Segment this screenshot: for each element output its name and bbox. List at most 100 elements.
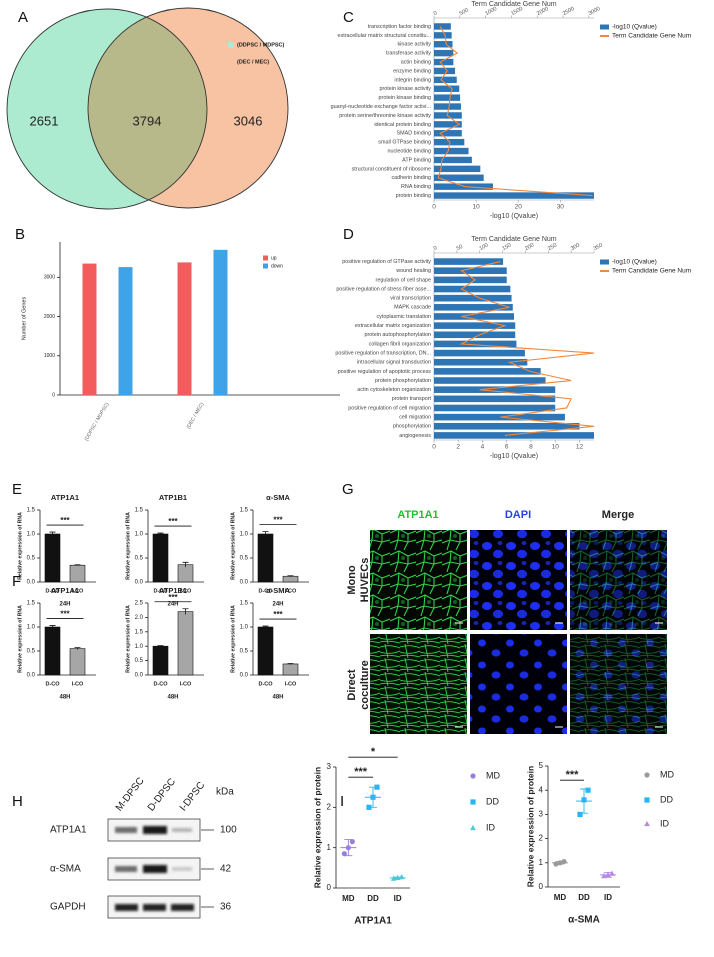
y-tick-label: protein serine/threonine kinase activity [339, 113, 431, 119]
scale-bars [455, 622, 663, 728]
y-tick-label: 0 [539, 882, 544, 891]
legend-label: down [271, 263, 283, 269]
blot-bands [115, 826, 194, 911]
bar [282, 575, 299, 583]
protein-label: α-SMA [50, 864, 81, 875]
y-tick-label: MAPK cascade [394, 305, 431, 311]
legend-marker [470, 824, 476, 831]
chart-title: ATP1A1 [51, 493, 79, 502]
bar [282, 663, 299, 676]
image-atp1a1 [370, 634, 467, 734]
row-label-line: coculture [359, 660, 371, 710]
y-axis-title: Relative expression of protein [312, 767, 322, 888]
y-tick-label: positive regulation of transcription, DN… [335, 350, 431, 356]
y-tick-label: 3 [539, 810, 544, 819]
x2-axis-title: Term Candidate Gene Num [471, 236, 556, 243]
x-axis-title: -log10 (Qvalue) [490, 213, 538, 220]
y-tick-label: 2 [327, 802, 332, 811]
y-tick-label: actin cytoskeleton organization [357, 387, 431, 393]
bar [434, 156, 472, 164]
x-tick-label: DD [367, 894, 379, 903]
x2-tick-label: 0 [433, 245, 439, 252]
point [577, 811, 583, 817]
x-tick-label: 4 [481, 444, 485, 451]
y-tick-label: 2000 [44, 314, 55, 320]
venn-count: 3794 [133, 113, 162, 128]
bar [434, 285, 511, 293]
legend-label: DD [486, 796, 499, 806]
y-tick-label: positive regulation of GTPase activity [342, 259, 431, 265]
error-bar [287, 575, 294, 577]
y-tick-label: 0 [327, 883, 332, 892]
bar [434, 58, 454, 66]
chart-title: ATP1B1 [159, 586, 187, 595]
image-merge-overlay [570, 530, 667, 630]
x2-tick-label: 200 [524, 242, 535, 252]
x-tick-label: 2 [456, 444, 460, 451]
y-tick-label: 0.0 [135, 580, 144, 586]
bar [434, 138, 465, 146]
x-tick-label: 0 [432, 204, 436, 211]
y-tick-label: 4 [539, 785, 544, 794]
bar [152, 533, 169, 583]
marker-ticks [201, 829, 214, 908]
x-tick-label: ID [394, 894, 402, 903]
bar [434, 130, 462, 137]
bar [82, 263, 97, 395]
y-axis-title: Number of Genes [21, 297, 27, 341]
protein-label: ATP1A1 [50, 825, 87, 836]
y-tick-label: 0.0 [27, 580, 36, 586]
y-tick-label: extracellular matrix structural constitu… [338, 33, 431, 39]
legend-swatch [228, 59, 234, 65]
bar [177, 564, 194, 583]
y-tick-label: ATP binding [402, 157, 431, 163]
bar [152, 645, 169, 676]
venn-outline [6, 8, 208, 210]
point [341, 851, 347, 857]
lane-label: M-DPSC [114, 776, 147, 814]
line [437, 26, 593, 197]
kda-label: 100 [220, 825, 237, 836]
bar [69, 648, 86, 676]
line [459, 261, 595, 436]
legend-label: (DEC / MEC) [237, 59, 269, 65]
y-tick-label: wound healing [395, 268, 431, 274]
x2-tick-label: 1000 [484, 6, 498, 17]
bar [434, 258, 504, 265]
venn-outline [87, 7, 289, 209]
y-tick-label: 1.5 [135, 629, 144, 635]
x2-tick-label: 3000 [588, 6, 602, 17]
panel-label: I [340, 793, 344, 810]
x-tick-label: 10 [472, 204, 480, 211]
bar [434, 349, 525, 357]
chart-title: ATP1B1 [159, 493, 187, 502]
x2-axis-title: Term Candidate Gene Num [471, 1, 556, 8]
error-bar [74, 647, 81, 650]
y-tick-label: 2.0 [135, 615, 144, 621]
legend-swatch [600, 24, 609, 30]
bar [257, 626, 274, 676]
y-tick-label: 1.5 [135, 508, 144, 514]
bar [434, 386, 556, 393]
y-axis-title: Relative expression of RNA [17, 605, 23, 673]
bar [434, 85, 460, 92]
bar [434, 340, 517, 348]
y-tick-label: 1.0 [240, 625, 249, 631]
bar [434, 32, 452, 39]
y-tick-label: 1.5 [27, 601, 36, 607]
y-tick-label: transcription factor binding [368, 24, 431, 30]
x2-tick-label: 500 [459, 7, 470, 17]
error-bar [393, 876, 402, 880]
bar [434, 368, 541, 375]
bar [434, 121, 462, 128]
significance-label: * [371, 746, 376, 758]
bar [434, 404, 556, 412]
bar [118, 267, 133, 395]
y-tick-label: 0.5 [240, 556, 249, 562]
bar [434, 267, 507, 275]
x-tick-label: DD [578, 893, 590, 902]
x-tick-label: (DEC / MEC) [186, 401, 206, 430]
chart-title: α-SMA [266, 586, 290, 595]
panel-label: C [343, 9, 354, 26]
y-tick-label: transferase activity [386, 51, 431, 57]
